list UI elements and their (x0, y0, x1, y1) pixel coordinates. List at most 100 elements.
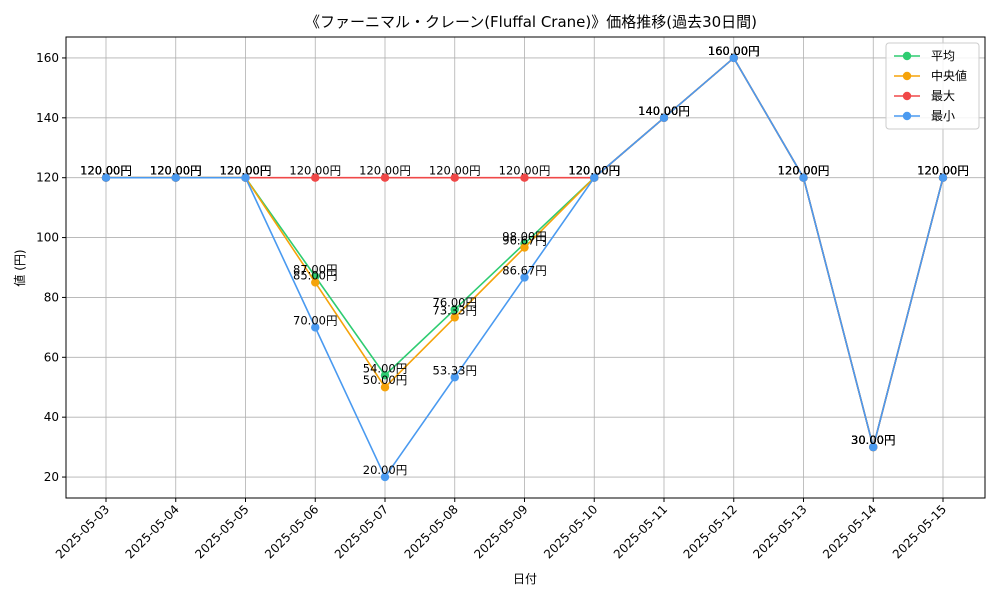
data-point (380, 472, 390, 482)
x-axis-ticks: 2025-05-03 2025-05-04 2025-05-05 2025-05-06… (53, 498, 949, 561)
data-label: 30.00円 (851, 433, 895, 447)
legend-marker (902, 91, 912, 101)
y-tick-label: 160 (36, 51, 59, 65)
data-label: 140.00円 (638, 104, 690, 118)
data-point (799, 173, 808, 182)
y-tick-label: 100 (36, 231, 59, 245)
data-point (311, 278, 320, 287)
x-tick-label: 2025-05-04 (123, 502, 182, 561)
data-labels: 120.00円 120.00円 120.00円 87.00円 54.00円 76.00円 9… (80, 44, 969, 477)
x-tick-label: 2025-05-05 (192, 502, 251, 561)
data-point (311, 323, 320, 332)
data-label: 160.00円 (708, 44, 760, 58)
data-point (101, 173, 111, 182)
data-label: 160.00円 (708, 44, 760, 58)
data-label: 85.00円 (293, 268, 337, 282)
x-tick-label: 2025-05-03 (53, 502, 112, 561)
data-label: 120.00円 (778, 164, 830, 178)
data-point (380, 371, 390, 380)
data-label: 120.00円 (568, 164, 620, 178)
data-label: 30.00円 (851, 433, 895, 447)
data-label: 120.00円 (917, 164, 969, 178)
x-axis-label: 日付 (513, 572, 537, 586)
data-label: 120.00円 (220, 164, 272, 178)
data-point (520, 243, 529, 252)
x-tick-label: 2025-05-06 (262, 502, 321, 561)
data-label: 120.00円 (499, 164, 551, 178)
x-tick-label: 2025-05-09 (471, 502, 530, 561)
data-point (520, 273, 529, 282)
data-label: 120.00円 (568, 164, 620, 178)
data-label: 120.00円 (220, 164, 272, 178)
data-label: 86.67円 (502, 263, 546, 277)
data-label: 70.00円 (293, 313, 337, 327)
data-label: 120.00円 (917, 164, 969, 178)
data-label: 120.00円 (220, 164, 272, 178)
data-label: 120.00円 (568, 164, 620, 178)
data-label: 30.00円 (851, 433, 895, 447)
legend-marker (902, 111, 912, 121)
x-tick-label: 2025-05-14 (820, 502, 879, 561)
x-tick-label: 2025-05-10 (541, 502, 600, 561)
data-label: 120.00円 (917, 164, 969, 178)
data-label: 120.00円 (778, 164, 830, 178)
series-group (101, 53, 948, 482)
legend-label: 最小 (931, 109, 955, 123)
legend-label: 最大 (931, 89, 955, 103)
y-tick-label: 140 (36, 111, 59, 125)
data-point (869, 442, 878, 452)
data-label: 50.00円 (363, 373, 407, 387)
data-label: 120.00円 (80, 164, 132, 178)
chart-title: 《ファーニマル・クレーン(Fluffal Crane)》価格推移(過去30日間) (305, 13, 757, 31)
x-tick-label: 2025-05-12 (681, 502, 740, 561)
data-point (729, 53, 738, 63)
x-tick-label: 2025-05-11 (611, 502, 670, 561)
data-label: 120.00円 (80, 164, 132, 178)
data-label: 140.00円 (638, 104, 690, 118)
y-tick-label: 40 (44, 410, 59, 424)
y-tick-label: 80 (44, 290, 59, 304)
data-label: 120.00円 (778, 164, 830, 178)
data-label: 160.00円 (708, 44, 760, 58)
data-point (380, 173, 390, 182)
data-label: 120.00円 (80, 164, 132, 178)
y-tick-label: 60 (44, 350, 59, 364)
plot-frame (65, 36, 986, 499)
legend-label: 中央値 (931, 68, 967, 83)
data-label: 120.00円 (150, 164, 202, 178)
data-label: 53.33円 (433, 363, 477, 377)
data-label: 120.00円 (80, 164, 132, 178)
data-label: 140.00円 (638, 104, 690, 118)
data-point (450, 305, 459, 314)
data-label: 76.00円 (433, 295, 477, 309)
data-point (171, 173, 180, 182)
data-label: 54.00円 (363, 361, 407, 375)
data-point (590, 173, 599, 182)
data-label: 87.00円 (293, 262, 337, 276)
legend-marker (902, 51, 912, 61)
legend-label: 平均 (931, 49, 955, 63)
y-tick-label: 20 (44, 470, 59, 484)
data-point (520, 173, 529, 182)
data-label: 120.00円 (150, 164, 202, 178)
data-point (938, 173, 948, 182)
data-point (659, 113, 669, 123)
data-point (311, 173, 320, 182)
data-label: 120.00円 (568, 164, 620, 178)
data-point (380, 383, 390, 392)
x-tick-label: 2025-05-15 (890, 502, 949, 561)
data-point (450, 373, 459, 382)
data-point (241, 173, 250, 182)
x-tick-label: 2025-05-13 (750, 502, 809, 561)
data-label: 140.00円 (638, 104, 690, 118)
data-label: 120.00円 (359, 164, 411, 178)
y-axis-ticks: 20 40 60 80 100 120 140 160 (36, 51, 66, 484)
data-label: 120.00円 (429, 164, 481, 178)
data-label: 160.00円 (708, 44, 760, 58)
legend-box (885, 42, 980, 130)
data-label: 120.00円 (150, 164, 202, 178)
data-label: 73.33円 (433, 303, 477, 317)
x-tick-label: 2025-05-07 (332, 502, 391, 561)
